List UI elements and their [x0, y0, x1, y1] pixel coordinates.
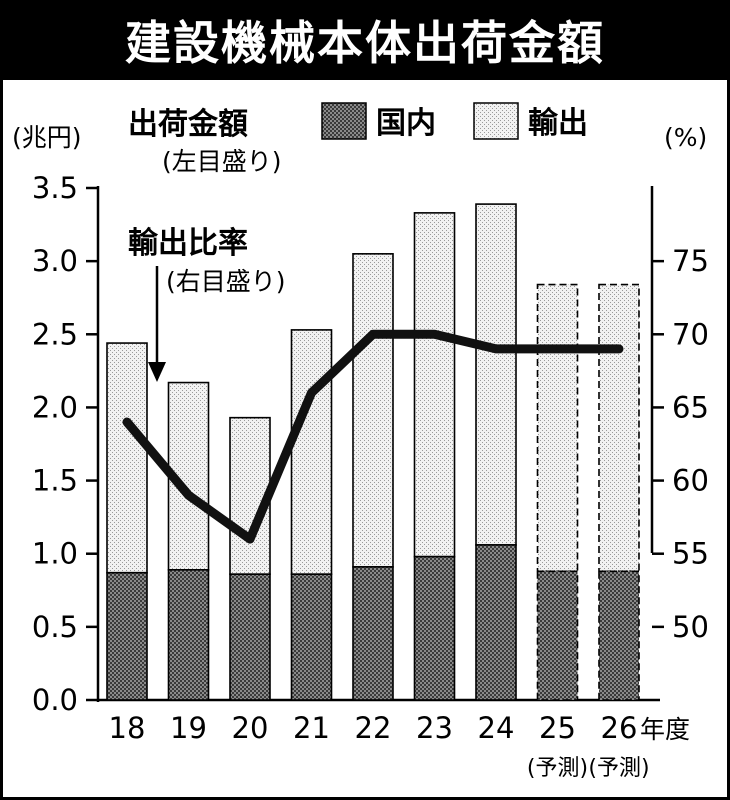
bar-export-22 [352, 253, 394, 568]
ratio-point-21 [310, 391, 313, 394]
ratio-label-arrow [148, 266, 166, 382]
bar-export-26 [598, 283, 640, 573]
x-tick-label: 24 [478, 711, 515, 745]
right-tick-label: 55 [672, 537, 709, 571]
left-tick-label: 3.5 [32, 171, 78, 205]
bar-export-25 [536, 283, 579, 573]
ratio-label-subtitle: (右目盛り) [166, 267, 286, 296]
left-tick-label: 2.5 [32, 317, 78, 351]
x-axis-unit: 年度 [640, 715, 690, 744]
left-tick-label: 0.0 [32, 683, 78, 717]
bar-domestic-25 [536, 570, 579, 701]
chart-title: 建設機械本体出荷金額 [0, 0, 730, 80]
right-axis-unit: (%) [664, 123, 707, 152]
bar-domestic-21 [290, 573, 333, 701]
left-axis-title: 出荷金額 [128, 107, 248, 142]
x-tick-label: 20 [232, 711, 269, 745]
right-tick-label: 50 [672, 610, 709, 644]
x-tick-label: 21 [293, 711, 330, 745]
x-tick-label: 19 [170, 711, 207, 745]
bar-domestic-19 [167, 569, 210, 701]
legend-swatch-export [473, 102, 519, 140]
ratio-point-19 [187, 494, 190, 497]
x-forecast-note: (予測) [588, 756, 649, 781]
ratio-point-24 [495, 347, 497, 350]
bar-group [106, 203, 640, 701]
bar-export-24 [475, 203, 517, 546]
right-tick-label: 70 [672, 317, 709, 351]
x-forecast-note: (予測) [527, 756, 588, 781]
bar-domestic-24 [475, 544, 517, 701]
right-tick-label: 65 [672, 390, 709, 424]
bar-domestic-26 [598, 570, 640, 701]
bar-export-18 [106, 342, 148, 574]
left-axis-unit: (兆円) [12, 123, 82, 152]
right-axis: 75 70 65 60 55 50 [650, 186, 709, 644]
ratio-point-26 [618, 347, 620, 350]
ratio-label-title: 輸出比率 [128, 226, 248, 261]
x-tick-label: 23 [416, 711, 453, 745]
bar-domestic-23 [413, 555, 456, 701]
right-tick-label: 75 [672, 244, 709, 278]
ratio-point-23 [433, 333, 436, 336]
bar-export-21 [290, 329, 333, 575]
left-axis-subtitle: (左目盛り) [162, 147, 282, 176]
ratio-line-group [122, 329, 624, 544]
ratio-point-22 [372, 333, 374, 336]
left-tick-label: 3.0 [32, 244, 78, 278]
left-tick-label: 0.5 [32, 610, 78, 644]
bar-domestic-18 [106, 571, 148, 701]
left-axis: 3.5 3.0 2.5 2.0 1.5 1.0 0.5 0.0 [32, 171, 100, 717]
ratio-point-25 [556, 347, 559, 350]
legend-label-export: 輸出 [528, 106, 588, 141]
legend-swatch-domestic [321, 102, 367, 140]
x-tick-label: 22 [355, 711, 392, 745]
ratio-point-18 [126, 421, 128, 424]
left-tick-label: 2.0 [32, 390, 78, 424]
legend: 国内 輸出 [321, 102, 588, 141]
x-tick-label: 25 [539, 711, 576, 745]
left-tick-label: 1.5 [32, 464, 78, 498]
right-tick-label: 60 [672, 464, 709, 498]
legend-label-domestic: 国内 [376, 106, 436, 141]
x-tick-label: 18 [109, 711, 146, 745]
bar-export-23 [413, 212, 456, 558]
x-tick-label: 26 [601, 711, 638, 745]
left-tick-label: 1.0 [32, 537, 78, 571]
bar-domestic-22 [352, 566, 394, 701]
x-tick-labels: 18 19 20 21 22 23 24 25 (予測) 26 (予測) [109, 711, 650, 781]
ratio-point-20 [249, 538, 251, 541]
bar-domestic-20 [229, 573, 271, 701]
